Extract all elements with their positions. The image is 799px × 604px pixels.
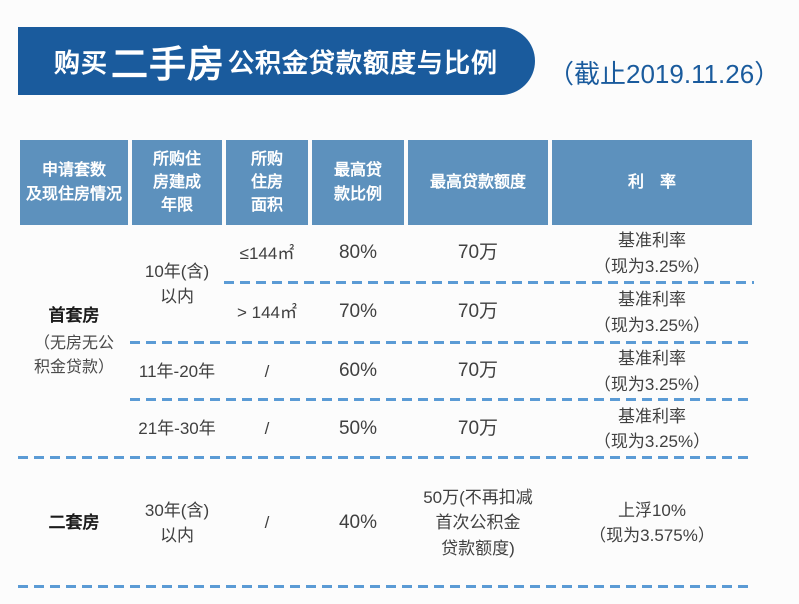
group-second-home: 二套房 (18, 458, 130, 588)
title-prefix: 购买 (54, 47, 109, 78)
header-max-loan-amount: 最高贷款额度 (408, 140, 548, 225)
group-first-home-note: （无房无公 积金贷款） (33, 334, 114, 376)
header-application-status: 申请套数 及现住房情况 (20, 140, 128, 225)
cutoff-date-note: （截止2019.11.26） (548, 59, 781, 89)
header-max-loan-ratio: 最高贷 款比例 (312, 140, 404, 225)
cell-r3-area: / (264, 361, 270, 381)
group-first-home-label: 首套房 (48, 306, 100, 326)
group-first-home: 首套房 （无房无公 积金贷款） (18, 225, 130, 458)
title-suffix: 公积金贷款额度与比例 (228, 47, 499, 78)
row-divider-2 (130, 341, 754, 344)
cell-r1-ratio: 80% (338, 242, 378, 264)
cell-r2-ratio: 70% (338, 301, 378, 323)
cell-r4-amount: 70万 (457, 417, 499, 439)
cell-r3-ratio: 60% (338, 360, 378, 382)
row-divider-3 (130, 398, 754, 401)
cell-r4-rate: 基准利率 （现为3.25%） (593, 406, 711, 452)
cell-r3-rate: 基准利率 （现为3.25%） (593, 349, 711, 394)
cell-r5-area: / (264, 513, 270, 533)
header-building-age: 所购住 房建成 年限 (132, 140, 222, 225)
cell-r5-amount: 50万(不再扣减 首次公积金 贷款额度) (423, 487, 533, 558)
title-banner: 购买 二手房 公积金贷款额度与比例 (18, 27, 535, 95)
cell-r4-ratio: 50% (338, 417, 378, 439)
cell-r1-area: ≤144㎡ (239, 243, 295, 263)
cell-r2-area: > 144㎡ (236, 302, 297, 322)
cell-r4-area: / (264, 419, 270, 439)
cell-r5-rate: 上浮10% （现为3.575%） (589, 500, 715, 546)
cell-r2-rate: 基准利率 （现为3.25%） (593, 290, 711, 335)
cell-years-10-within: 10年(含) 以内 (144, 261, 210, 307)
cell-r4-years: 21年-30年 (138, 419, 216, 439)
row-divider-4 (18, 456, 754, 459)
cell-r3-amount: 70万 (457, 360, 499, 382)
cell-r5-years: 30年(含) 以内 (144, 500, 210, 546)
row-divider-5 (18, 585, 754, 588)
title-highlight: 二手房 (111, 44, 226, 85)
group-second-home-label: 二套房 (48, 513, 100, 533)
cell-r2-amount: 70万 (457, 301, 499, 323)
header-housing-area: 所购 住房 面积 (226, 140, 308, 225)
cell-r1-amount: 70万 (457, 242, 499, 264)
cell-r3-years: 11年-20年 (138, 361, 216, 381)
header-interest-rate: 利 率 (552, 140, 752, 225)
cell-r1-rate: 基准利率 （现为3.25%） (593, 231, 711, 276)
row-divider-1 (224, 281, 754, 284)
loan-quota-table: 申请套数 及现住房情况 所购住 房建成 年限 所购 住房 面积 最高贷 款比例 … (18, 140, 754, 588)
cell-r5-ratio: 40% (338, 511, 378, 533)
